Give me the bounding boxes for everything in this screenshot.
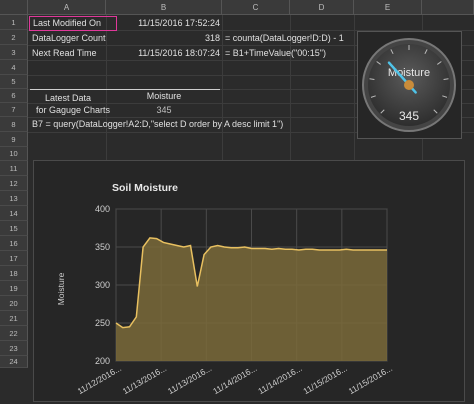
row-header-3[interactable]: 3 <box>0 45 28 60</box>
row-header-16[interactable]: 16 <box>0 236 28 251</box>
y-axis-label: Moisture <box>56 272 66 305</box>
gauge-tick <box>433 109 438 114</box>
cell-c2[interactable]: = counta(DataLogger!D:D) - 1 <box>225 33 344 43</box>
column-header-d[interactable]: D <box>290 0 354 15</box>
gauge-tick <box>442 95 448 98</box>
y-tick-label: 250 <box>95 318 110 328</box>
x-tick-label: 11/14/2016... <box>211 363 258 396</box>
x-tick-label: 11/14/2016... <box>256 363 303 396</box>
cell-a2[interactable]: DataLogger Count <box>32 33 106 43</box>
cell-b3[interactable]: 11/15/2016 18:07:24 <box>138 48 220 58</box>
column-header-a[interactable]: A <box>28 0 106 15</box>
gauge-tick <box>443 78 449 81</box>
row-header-22[interactable]: 22 <box>0 326 28 341</box>
row-header-19[interactable]: 19 <box>0 281 28 296</box>
row-header-7[interactable]: 7 <box>0 103 28 117</box>
x-tick-label: 11/13/2016... <box>121 363 168 396</box>
x-tick-label: 11/15/2016... <box>301 363 348 396</box>
row-header-4[interactable]: 4 <box>0 60 28 75</box>
x-tick-label: 11/15/2016... <box>347 363 394 396</box>
cell-a1[interactable]: Last Modified On <box>29 16 117 31</box>
cell-a3[interactable]: Next Read Time <box>32 48 97 58</box>
row-header-2[interactable]: 2 <box>0 30 28 45</box>
column-header-e[interactable]: E <box>354 0 422 15</box>
row-header-14[interactable]: 14 <box>0 206 28 221</box>
row-header-24[interactable]: 24 <box>0 356 28 368</box>
row-header-5[interactable]: 5 <box>0 75 28 89</box>
gauge-tick <box>424 49 428 55</box>
y-tick-label: 400 <box>95 204 110 214</box>
gauge-value: 345 <box>399 109 419 123</box>
soil-moisture-chart[interactable]: Soil Moisture Moisture 200 250 300 350 400 11… <box>33 160 465 402</box>
row-header-21[interactable]: 21 <box>0 311 28 326</box>
chart-title: Soil Moisture <box>112 182 178 194</box>
x-tick-label: 11/12/2016... <box>76 363 123 396</box>
x-tick-label: 11/13/2016... <box>166 363 213 396</box>
y-tick-label: 200 <box>95 356 110 366</box>
gauge-tick <box>380 109 385 114</box>
row-header-15[interactable]: 15 <box>0 221 28 236</box>
cell-a8[interactable]: B7 = query(DataLogger!A2:D,"select D ord… <box>32 119 284 129</box>
chart-svg: Soil Moisture Moisture 200 250 300 350 400 11… <box>56 182 394 396</box>
column-header-c[interactable]: C <box>222 0 290 15</box>
gauge-svg: Moisture 345 <box>362 38 456 132</box>
y-tick-label: 350 <box>95 242 110 252</box>
row-header-6[interactable]: 6 <box>0 89 28 103</box>
cell-b2[interactable]: 318 <box>204 33 220 43</box>
cell-b1[interactable]: 11/15/2016 17:52:24 <box>138 18 220 28</box>
row-header-1[interactable]: 1 <box>0 15 28 30</box>
gauge-tick <box>376 61 381 65</box>
row-header-13[interactable]: 13 <box>0 191 28 206</box>
y-tick-label: 300 <box>95 280 110 290</box>
gauge-tick <box>369 78 375 81</box>
gauge-tick <box>390 49 394 55</box>
gauge-chart[interactable]: Moisture 345 <box>357 31 462 139</box>
select-all-corner[interactable] <box>0 0 28 15</box>
row-header-17[interactable]: 17 <box>0 251 28 266</box>
column-header-b[interactable]: B <box>106 0 222 15</box>
cell-a7[interactable]: for Gaguge Charts <box>35 105 111 115</box>
gauge-hub <box>404 80 414 90</box>
cell-b6[interactable]: Moisture <box>146 91 182 101</box>
row-header-20[interactable]: 20 <box>0 296 28 311</box>
gauge-tick <box>437 61 442 65</box>
row-header-10[interactable]: 10 <box>0 147 28 161</box>
row-header-11[interactable]: 11 <box>0 161 28 176</box>
row-header-18[interactable]: 18 <box>0 266 28 281</box>
cell-c3[interactable]: = B1+TimeValue("00:15") <box>225 48 326 58</box>
table-top-border <box>30 89 220 90</box>
moisture-series-line <box>115 237 387 329</box>
moisture-area-fill <box>116 237 387 361</box>
row-header-23[interactable]: 23 <box>0 341 28 356</box>
column-header-f[interactable] <box>422 0 474 15</box>
gauge-ticks <box>369 45 449 114</box>
row-header-12[interactable]: 12 <box>0 176 28 191</box>
row-header-9[interactable]: 9 <box>0 132 28 147</box>
gauge-label: Moisture <box>388 67 430 79</box>
cell-a6[interactable]: Latest Data <box>44 93 92 103</box>
gauge-tick <box>370 95 376 98</box>
cell-b7[interactable]: 345 <box>156 105 172 115</box>
row-header-8[interactable]: 8 <box>0 117 28 132</box>
